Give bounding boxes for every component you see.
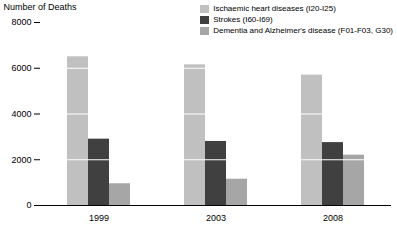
svg-text:Number of Deaths: Number of Deaths [4,2,78,12]
svg-text:4000: 4000 [11,109,31,119]
html-text:Ischaemic heart diseases (I20-: Ischaemic heart diseases (I20-I25) [213,4,336,13]
svg-text:2000: 2000 [11,155,31,165]
svg-text:1999: 1999 [89,213,109,223]
svg-text:6000: 6000 [11,63,31,73]
svg-text:2003: 2003 [206,213,226,223]
html-text:Strokes (I60-I69): Strokes (I60-I69) [213,15,273,24]
html-text:Dementia and Alzheimer's disea: Dementia and Alzheimer's disease (F01-F0… [213,26,393,35]
svg-text:8000: 8000 [11,17,31,27]
svg-text:0: 0 [26,200,31,210]
svg-text:2008: 2008 [323,213,343,223]
